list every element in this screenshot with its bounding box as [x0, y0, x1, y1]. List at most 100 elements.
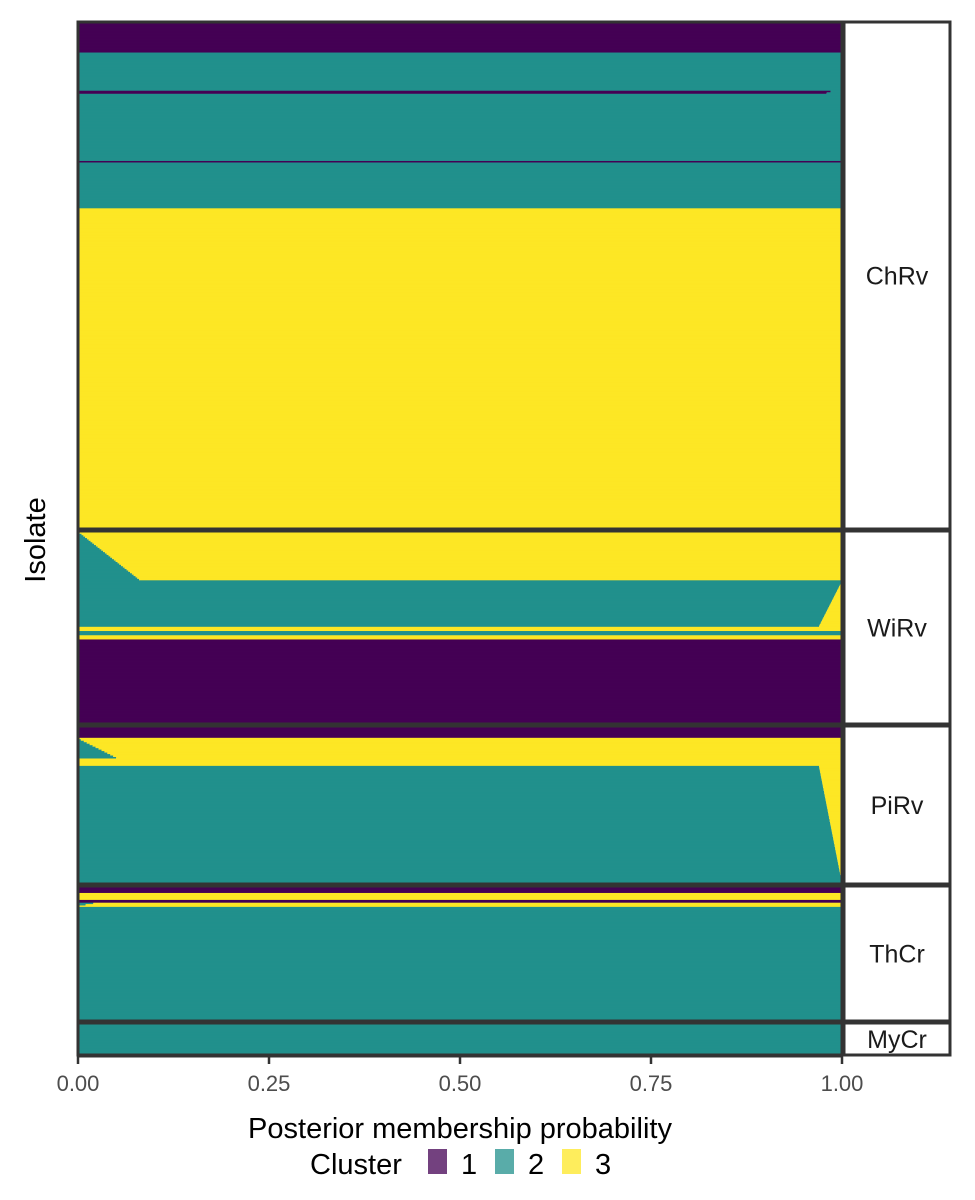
bar-segment-cluster-2 — [78, 788, 824, 791]
bar-segment-cluster-3 — [78, 292, 842, 295]
bar-segment-cluster-3 — [835, 850, 842, 853]
bar-segment-cluster-3 — [833, 836, 842, 839]
bar-segment-cluster-3 — [78, 214, 842, 217]
bar-segment-cluster-3 — [83, 740, 842, 743]
bar-segment-cluster-3 — [821, 779, 842, 782]
bar-segment-cluster-2 — [78, 819, 830, 822]
bar-segment-cluster-2 — [78, 841, 834, 844]
bar-segment-cluster-3 — [78, 454, 842, 457]
bar-segment-cluster-2 — [78, 167, 842, 170]
bar-segment-cluster-3 — [78, 289, 842, 292]
x-axis-title: Posterior membership probability — [248, 1113, 672, 1145]
bar-segment-cluster-2 — [78, 87, 842, 90]
bar-segment-cluster-3 — [78, 298, 842, 301]
bar-segment-cluster-2 — [78, 1018, 842, 1021]
bar-segment-cluster-2 — [78, 1032, 842, 1035]
bar-segment-cluster-2 — [78, 816, 829, 819]
bar-segment-cluster-1 — [78, 680, 842, 683]
bar-segment-cluster-3 — [81, 533, 843, 536]
bar-segment-cluster-2 — [78, 1012, 842, 1015]
bar-segment-cluster-3 — [78, 475, 842, 478]
bar-segment-cluster-2 — [78, 829, 832, 832]
legend-label-1: 1 — [461, 1149, 477, 1181]
bar-segment-cluster-2 — [78, 608, 828, 611]
legend-title: Cluster — [310, 1149, 402, 1181]
bar-segment-cluster-2 — [78, 851, 836, 854]
bar-segment-cluster-1 — [78, 646, 842, 649]
bar-segment-cluster-2 — [78, 918, 842, 920]
bar-segment-cluster-3 — [78, 507, 842, 510]
bar-segment-cluster-3 — [78, 905, 842, 908]
bar-segment-cluster-2 — [78, 78, 842, 81]
bar-segment-cluster-3 — [78, 509, 842, 512]
bar-segment-cluster-2 — [78, 779, 822, 782]
bar-segment-cluster-2 — [78, 867, 840, 870]
bar-segment-cluster-3 — [821, 776, 842, 779]
bar-segment-cluster-2 — [78, 908, 842, 911]
bar-segment-cluster-3 — [828, 813, 842, 816]
strip-box-mycr — [842, 1021, 952, 1057]
bar-segment-cluster-1 — [78, 683, 842, 686]
bar-segment-cluster-2 — [78, 751, 105, 754]
bar-segment-cluster-2 — [78, 860, 838, 863]
bar-segment-cluster-2 — [78, 122, 842, 125]
bar-segment-cluster-2 — [78, 573, 132, 576]
bar-segment-cluster-2 — [78, 559, 114, 562]
bar-segment-cluster-2 — [78, 89, 842, 92]
bar-segment-cluster-2 — [78, 814, 829, 817]
bar-segment-cluster-1 — [78, 697, 842, 700]
bar-segment-cluster-3 — [836, 591, 842, 594]
bar-segment-cluster-2 — [78, 832, 833, 835]
bar-segment-cluster-1 — [78, 51, 842, 54]
bar-segment-cluster-2 — [78, 835, 833, 838]
bar-segment-cluster-2 — [78, 153, 842, 156]
bar-segment-cluster-3 — [78, 301, 842, 304]
bar-segment-cluster-3 — [78, 264, 842, 267]
bar-segment-cluster-3 — [78, 503, 842, 506]
bar-segment-cluster-3 — [838, 864, 842, 867]
bar-segment-cluster-2 — [78, 58, 842, 61]
bar-segment-cluster-3 — [78, 438, 842, 442]
bar-segment-cluster-1 — [78, 654, 842, 657]
bar-segment-cluster-2 — [78, 776, 822, 779]
bar-segment-cluster-3 — [78, 498, 842, 501]
bar-segment-cluster-2 — [78, 157, 842, 161]
bar-segment-cluster-3 — [78, 480, 842, 483]
bar-segment-cluster-3 — [78, 350, 842, 353]
bar-segment-cluster-3 — [78, 499, 842, 503]
bar-segment-cluster-3 — [78, 261, 842, 264]
bar-segment-cluster-2 — [78, 854, 837, 857]
bar-segment-cluster-3 — [78, 426, 842, 429]
bar-segment-cluster-2 — [78, 618, 823, 621]
bar-segment-cluster-2 — [78, 183, 842, 186]
facet-strips: ChRv WiRv PiRv ThCr MyCr — [842, 20, 952, 1057]
bar-segment-cluster-3 — [78, 296, 842, 300]
bar-segment-cluster-1 — [78, 681, 842, 684]
bar-segment-cluster-2 — [78, 773, 821, 776]
bar-segment-cluster-1 — [78, 709, 842, 712]
bar-segment-cluster-1 — [78, 695, 842, 698]
bar-segment-cluster-2 — [78, 990, 842, 993]
bar-segment-cluster-2 — [78, 740, 84, 743]
bar-segment-cluster-2 — [78, 1009, 842, 1012]
bar-segment-cluster-2 — [78, 1047, 842, 1050]
bar-segment-cluster-2 — [78, 1042, 842, 1045]
bar-segment-cluster-3 — [826, 804, 842, 807]
bar-segment-cluster-2 — [78, 757, 117, 760]
bar-segment-cluster-2 — [78, 602, 831, 605]
bar-segment-cluster-2 — [78, 821, 831, 825]
bar-segment-cluster-2 — [78, 909, 842, 912]
bar-segment-cluster-2 — [78, 765, 820, 768]
bar-segment-cluster-2 — [78, 139, 842, 142]
bar-segment-cluster-2 — [78, 121, 842, 124]
bar-segment-cluster-1 — [78, 731, 842, 734]
facet-panel-chrv — [76, 20, 844, 531]
strip-box-chrv — [842, 20, 952, 531]
bar-segment-cluster-2 — [78, 611, 827, 614]
bar-segment-cluster-3 — [78, 487, 842, 490]
bar-segment-cluster-2 — [78, 609, 827, 612]
bar-segment-cluster-3 — [78, 394, 842, 397]
bar-segment-cluster-3 — [78, 231, 842, 234]
bar-segment-cluster-3 — [78, 293, 842, 296]
bar-segment-cluster-3 — [831, 829, 842, 832]
